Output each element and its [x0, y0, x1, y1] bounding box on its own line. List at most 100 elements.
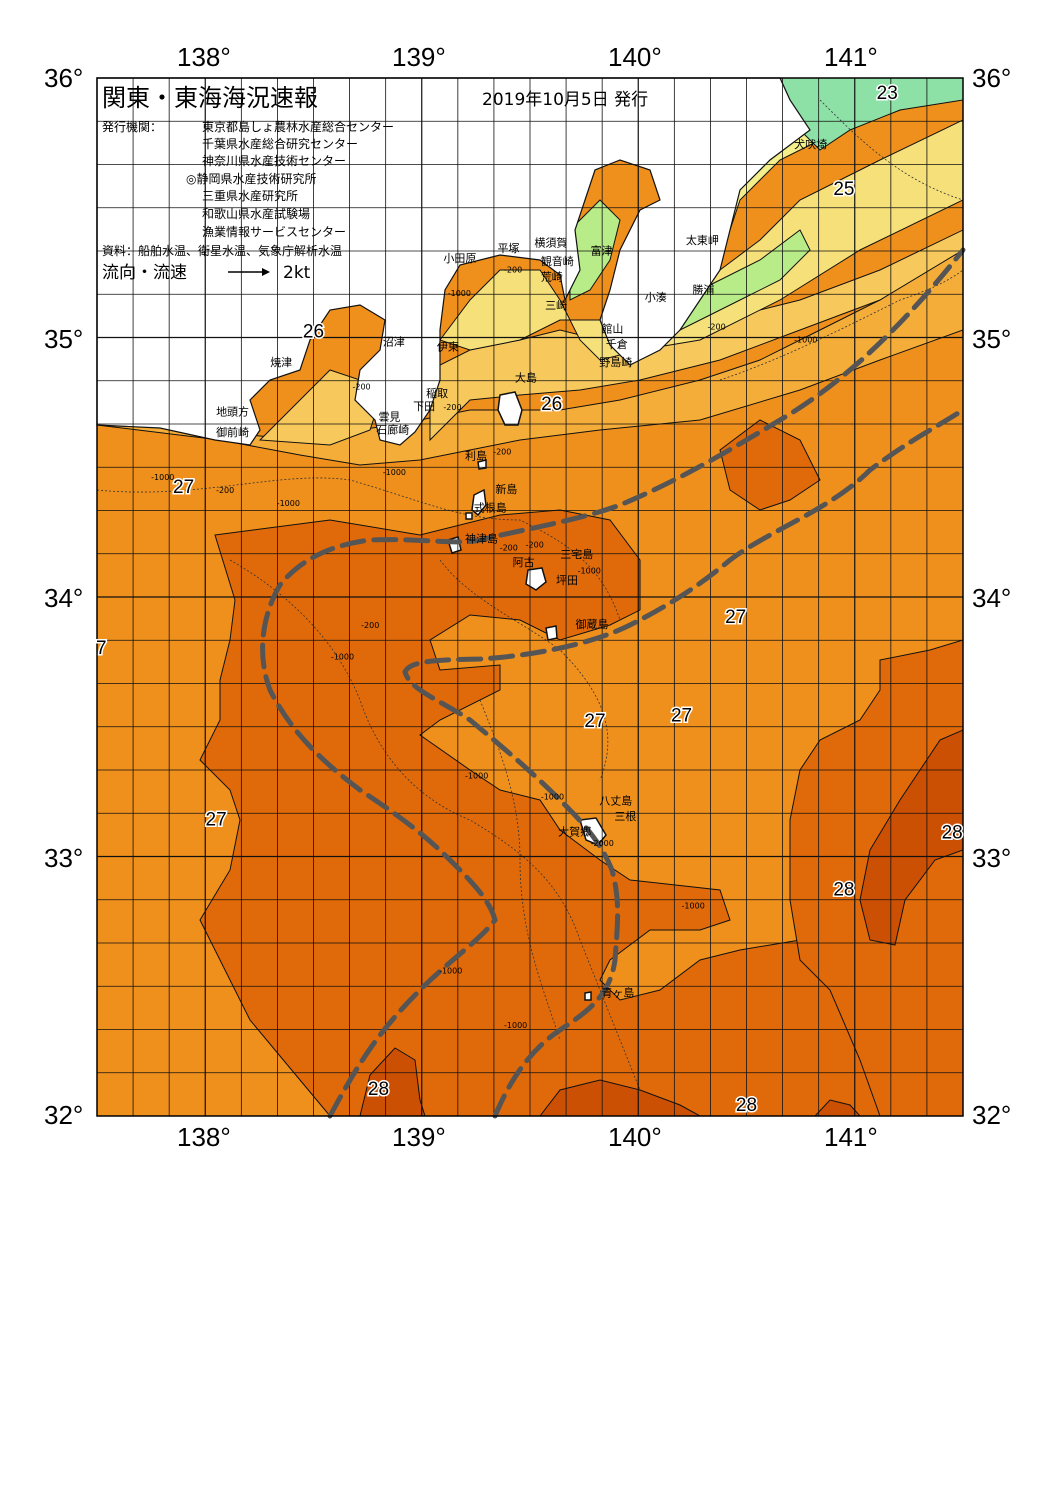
place-label: 観音崎	[541, 254, 574, 268]
place-label: 平塚	[498, 242, 520, 255]
depth-labels: -1000 -200 -200 -1000 -200 -200 -200 -1000 -1000…	[151, 266, 817, 1030]
lat-left-34: 34°	[44, 583, 83, 613]
depth-label: -200	[361, 621, 379, 630]
depth-label: -200	[526, 541, 544, 550]
place-label: 犬吠埼	[794, 137, 827, 151]
axis-labels: 138° 139° 140° 141° 138° 139° 140° 141° …	[44, 42, 1011, 1152]
place-label: 八丈島	[599, 794, 632, 808]
island-toshima	[477, 459, 487, 470]
lat-left-33: 33°	[44, 843, 83, 873]
depth-label: -200	[493, 447, 511, 456]
isotherm-label: 27	[725, 607, 746, 628]
islands	[447, 391, 607, 1001]
lon-top-138: 138°	[177, 42, 231, 72]
depth-label: -1000	[277, 499, 300, 508]
island-niijima	[471, 488, 487, 517]
zone-28-east	[859, 729, 963, 946]
isotherm-label: 23	[877, 83, 898, 104]
place-label: 三崎	[545, 298, 567, 312]
place-label: 石廊崎	[376, 423, 409, 437]
place-label: 太東岬	[686, 234, 719, 247]
depth-label: -200	[500, 543, 518, 552]
place-label: 下田	[413, 400, 435, 413]
lat-left-32: 32°	[44, 1100, 83, 1130]
depth-label: -1000	[331, 652, 354, 661]
flow-legend-arrowhead	[262, 268, 270, 276]
depth-label: -2000	[591, 839, 614, 848]
lon-bottom-139: 139°	[392, 1122, 446, 1152]
depth-label: -200	[216, 486, 234, 495]
isotherm-label: 27	[173, 477, 194, 498]
place-label: 沼津	[383, 334, 405, 348]
island-aogashima	[584, 991, 592, 1001]
depth-label: -200	[443, 403, 461, 412]
lat-left-35: 35°	[44, 324, 83, 354]
lat-right-33: 33°	[972, 843, 1011, 873]
lon-top-141: 141°	[824, 42, 878, 72]
grid	[97, 78, 963, 1116]
data-sources: 資料：船舶水温、衛星水温、気象庁解析水温	[102, 243, 342, 258]
depth-label: -1000	[439, 966, 462, 975]
isotherm-label: 28	[942, 822, 963, 843]
isotherm-label: 27	[584, 711, 605, 732]
header: 関東・東海海況速報 2019年10月5日 発行 発行機関： 東京都島しょ農林水産…	[102, 84, 648, 283]
zone-28-southeast	[814, 1099, 861, 1116]
isotherm-labels: 23 25 26 26 27 27 7 27 27 27 28 28 28 28	[95, 81, 965, 1117]
place-label: 新島	[495, 482, 517, 496]
place-label: 富津	[591, 243, 613, 257]
isotherm-label: 25	[833, 179, 854, 200]
depth-label: -200	[504, 266, 522, 275]
place-label: 式根島	[474, 500, 507, 514]
island-mikura	[545, 625, 558, 641]
place-label: 坪田	[556, 574, 578, 587]
publisher-5: 三重県水産研究所	[202, 188, 298, 203]
isotherm-label: 7	[96, 638, 107, 659]
depth-label: -200	[708, 323, 726, 332]
island-shikine	[465, 512, 473, 520]
lat-left-36: 36°	[44, 63, 83, 93]
depth-label: -1000	[794, 336, 817, 345]
isotherm-label: 26	[541, 394, 562, 415]
lat-right-36: 36°	[972, 63, 1011, 93]
publisher-3: 神奈川県水産技術センター	[202, 153, 346, 168]
place-label: 横須賀	[534, 236, 567, 250]
zone-28-southwest	[359, 1047, 426, 1116]
lat-right-32: 32°	[972, 1100, 1011, 1130]
place-label: 千倉	[606, 337, 628, 351]
isotherm-label: 28	[368, 1079, 389, 1100]
isotherm-label: 26	[303, 322, 324, 343]
isotherm-label: 28	[736, 1095, 757, 1116]
place-label: 稲取	[426, 387, 448, 400]
depth-label: -1000	[541, 792, 564, 801]
publisher-1: 東京都島しょ農林水産総合センター	[202, 119, 394, 134]
lon-bottom-138: 138°	[177, 1122, 231, 1152]
place-label: 御前崎	[216, 425, 249, 439]
place-label: 地頭方	[216, 404, 249, 418]
flow-legend-scale: 2kt	[283, 263, 311, 283]
publisher-2: 千葉県水産総合研究センター	[202, 136, 358, 151]
place-label: 館山	[601, 321, 623, 335]
place-label: 三宅島	[560, 547, 593, 561]
map-frame	[96, 77, 964, 1117]
flow-legend-label: 流向・流速	[102, 263, 187, 283]
place-label: 小湊	[645, 290, 667, 304]
lat-right-34: 34°	[972, 583, 1011, 613]
depth-label: -1000	[383, 468, 406, 477]
place-label: 利島	[465, 448, 487, 462]
issue-date: 2019年10月5日 発行	[482, 90, 648, 110]
isotherm-label: 28	[833, 879, 854, 900]
publisher-7: 漁業情報サービスセンター	[202, 225, 346, 239]
place-label: 雲見	[378, 411, 400, 424]
lon-bottom-140: 140°	[608, 1122, 662, 1152]
depth-label: -1000	[151, 473, 174, 482]
map-title: 関東・東海海況速報	[102, 84, 318, 112]
place-label: 御蔵島	[575, 617, 608, 631]
lon-bottom-141: 141°	[824, 1122, 878, 1152]
place-label: 青ヶ島	[601, 986, 634, 1000]
bathymetry-lines	[97, 99, 963, 1091]
place-label: 大島	[515, 371, 537, 385]
kuroshio-current	[260, 247, 966, 1119]
isotherm-label: 27	[206, 809, 227, 830]
